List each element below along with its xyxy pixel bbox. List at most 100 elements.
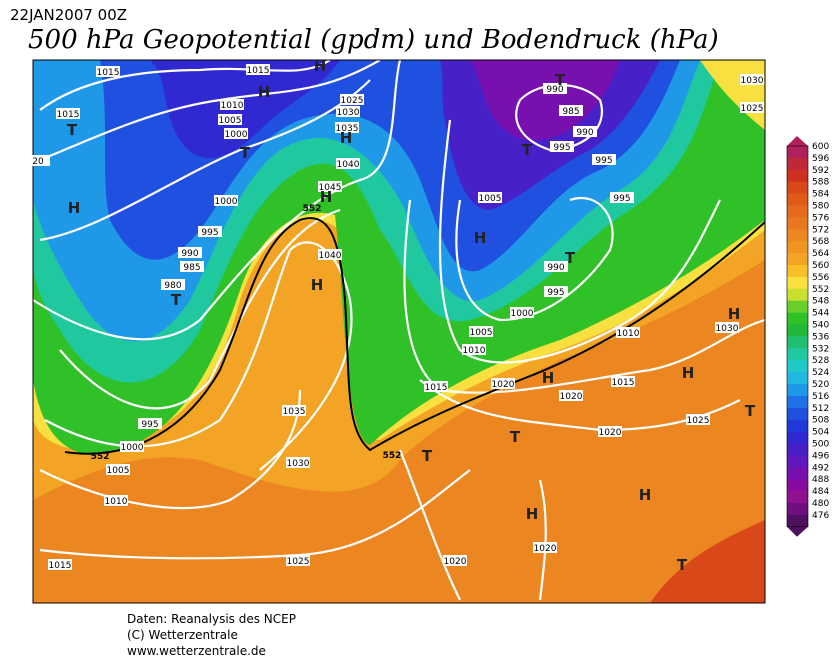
isobar-label: 995 [547,288,564,298]
isobar-label: 1035 [283,407,306,417]
isobar-label: 1030 [287,459,310,469]
isobar-label-bg [246,64,270,75]
footer-line: (C) Wetterzentrale [127,628,238,642]
isobar-label-bg [282,405,306,416]
isobar-label: 1040 [319,251,342,261]
isobar-label: 995 [141,420,158,430]
isobar-label-bg [616,327,640,338]
pressure-center: H [320,188,333,206]
isobar-label-bg [214,195,238,206]
isobar-label: 1010 [221,101,244,111]
colorbar-label: 508 [812,416,829,426]
colorbar-label: 504 [812,428,829,438]
isobar-label: 1045 [319,183,342,193]
colorbar-label: 532 [812,344,829,354]
isobar-label: 20 [32,157,44,167]
colorbar-label: 480 [812,499,829,509]
colorbar-swatch [787,503,808,516]
isobar-label-bg [180,261,204,272]
isobar-label: 1030 [716,324,739,334]
colorbar-swatch [787,241,808,254]
colorbar-swatch [787,169,808,182]
isobar-label: 1000 [215,197,238,207]
colorbar-label: 568 [812,237,829,247]
colorbar-swatch [787,467,808,480]
colorbar-swatch [787,312,808,325]
isobar-label-bg [26,155,50,166]
isobar-label: 990 [547,263,564,273]
colorbar-swatch [787,229,808,242]
colorbar-swatch [787,372,808,385]
pressure-center: T [240,144,251,162]
colorbar-label: 596 [812,154,829,164]
colorbar-swatch [787,300,808,313]
colorbar-label: 584 [812,190,829,200]
isobar-label-bg [611,376,635,387]
pressure-center: H [311,276,324,294]
isobar-label: 980 [164,281,181,291]
colorbar-swatch [787,395,808,409]
colorbar-swatch [787,514,808,528]
colorbar-label: 492 [812,463,829,473]
colorbar-swatch [787,265,808,278]
pressure-center: T [510,428,521,446]
colorbar-label: 528 [812,356,829,366]
isobar-label: 1020 [599,428,622,438]
pressure-center: H [258,83,271,101]
colorbar-label: 560 [812,261,829,271]
isobar-label-bg [550,141,574,152]
isobar-label: 1005 [107,466,130,476]
colorbar-swatch [787,443,808,456]
colorbar-swatch [787,455,808,468]
isobar-label-bg [533,542,557,553]
isobar-label-bg [544,261,568,272]
colorbar-label: 600 [812,142,829,152]
date-label: 22JAN2007 00Z [10,6,127,24]
pressure-center: T [67,121,78,139]
isobar-label: 1005 [219,116,242,126]
isobar-label-bg [48,559,72,570]
isobar-label: 1005 [479,194,502,204]
colorbar-label: 476 [812,511,829,521]
isobar-label: 985 [183,263,200,273]
isobar-label-bg [138,418,162,429]
isobar-label-bg [559,390,583,401]
footer-line: www.wetterzentrale.de [127,644,266,658]
colorbar-label: 516 [812,392,829,402]
colorbar-swatch [787,276,808,290]
isobar-label: 1015 [97,68,120,78]
isobar-label-bg [286,457,310,468]
isobar-label-bg [96,66,120,77]
isobar-label-bg [286,555,310,566]
isobar-label: 1025 [687,416,710,426]
isobar-label: 995 [595,156,612,166]
isobar-label-bg [740,102,764,113]
isobar-label: 985 [562,107,579,117]
isobar-label: 990 [181,249,198,259]
colorbar-swatch [787,181,808,194]
colorbar-label: 536 [812,332,829,342]
isobar-label-bg [491,378,515,389]
isobar-label-bg [120,441,144,452]
isobar-label: 1015 [247,66,270,76]
isobar-label: 1010 [617,329,640,339]
pressure-center: H [340,129,353,147]
pressure-center: H [542,369,555,387]
isobar-label-bg [543,83,567,94]
isobar-label: 990 [546,85,563,95]
isobar-label: 1025 [287,557,310,567]
colorbar-swatch [787,419,808,432]
colorbar-swatch [787,324,808,337]
isobar-label-bg [598,426,622,437]
colorbar-swatch [787,360,808,373]
pressure-center: H [314,57,327,75]
colorbar-label: 524 [812,368,829,378]
isobar-label: 995 [553,143,570,153]
isobar-label-bg [340,94,364,105]
pressure-center: H [639,486,652,504]
isobar-label-bg [104,495,128,506]
map-title: 500 hPa Geopotential (gpdm) und Bodendru… [28,25,719,55]
isobar-label: 1040 [337,160,360,170]
isobar-label-bg [336,158,360,169]
colorbar-label: 580 [812,202,829,212]
